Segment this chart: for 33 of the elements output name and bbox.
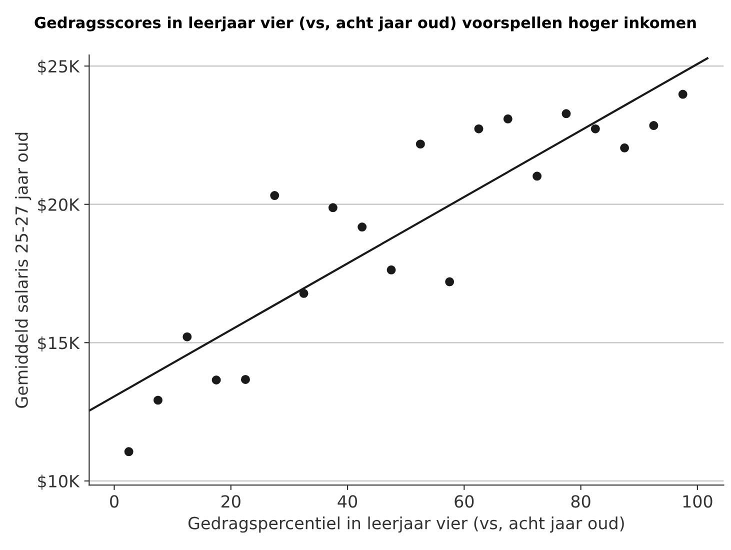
point [416,140,425,149]
x-tick-label: 20 [222,495,240,508]
point [154,396,162,405]
x-tick-label: 80 [571,495,590,508]
point [182,332,192,342]
x-tick-label: 40 [338,495,358,508]
x-tick-label: 60 [454,495,474,508]
point [328,203,338,212]
point [590,124,600,134]
point [649,121,658,130]
x-axis-title: Gedragspercentiel in leerjaar vier (vs, acht jaar oud) [188,516,624,533]
point [678,90,688,99]
point [562,109,571,118]
y-tick-label: $15K [38,336,80,352]
y-axis-title: Gemiddeld salaris 25-27 jaar oud [15,132,32,408]
y-tick-label: $25K [38,60,80,75]
point [532,172,542,181]
point [240,374,250,384]
point [474,124,484,134]
point [445,277,454,286]
point [299,288,308,298]
y-tick-label: $20K [38,198,80,214]
point [503,114,512,124]
x-tick-label: 100 [683,495,712,508]
chart-title: Gedragsscores in leerjaar vier (vs, acht jaar oud) voorspellen hoger inkomen [34,16,696,32]
point [124,447,134,456]
point [386,265,396,274]
point [270,191,280,200]
y-tick-label: $10K [38,474,80,490]
point [358,222,367,232]
point [620,143,630,152]
x-tick-label: 0 [110,495,118,508]
point [212,375,221,384]
